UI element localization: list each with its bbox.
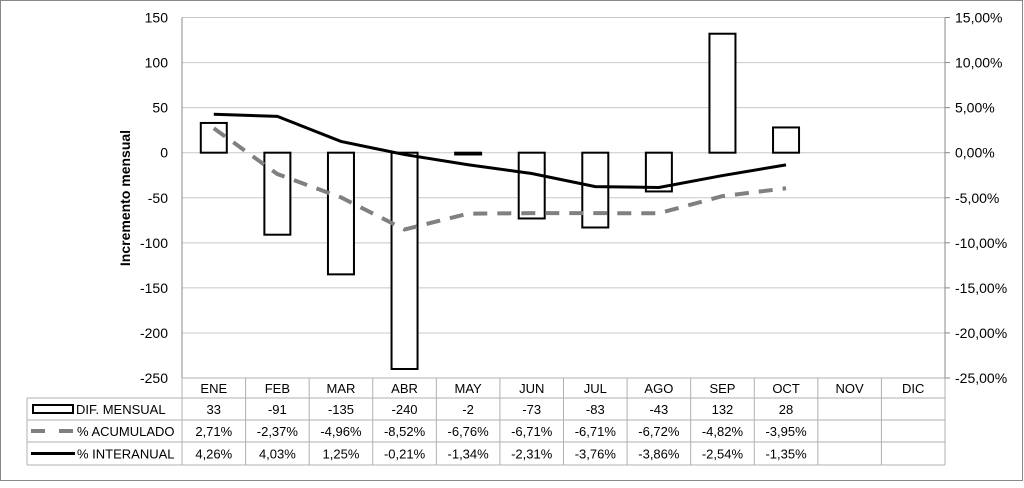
table-cell: -8,52% — [384, 424, 426, 439]
x-tick-label: JUN — [519, 381, 544, 396]
table-cell: -2 — [462, 402, 474, 417]
y2-tick-label: 10,00% — [955, 55, 1002, 71]
table-cell: -6,76% — [448, 424, 490, 439]
y-tick-label: 0 — [160, 145, 168, 161]
y2-tick-label: -20,00% — [955, 325, 1007, 341]
table-cell: 132 — [712, 402, 734, 417]
y-tick-label: -100 — [140, 235, 168, 251]
table-cell: -73 — [522, 402, 541, 417]
y2-tick-label: -10,00% — [955, 235, 1007, 251]
table-cell: -6,71% — [511, 424, 553, 439]
legend-label: DIF. MENSUAL — [76, 402, 166, 417]
table-cell: -2,31% — [511, 447, 553, 462]
table-cell: -4,82% — [702, 424, 744, 439]
bar-ene — [199, 121, 228, 154]
table-cell: -2,37% — [257, 424, 299, 439]
x-tick-label: FEB — [265, 381, 290, 396]
table-cell: 4,03% — [259, 447, 296, 462]
y-tick-label: -150 — [140, 280, 168, 296]
x-tick-label: OCT — [772, 381, 800, 396]
table-cell: -3,86% — [638, 447, 680, 462]
table-cell: -2,54% — [702, 447, 744, 462]
legend-key-bar — [32, 404, 74, 414]
y2-tick-label: -15,00% — [955, 280, 1007, 296]
table-cell: -91 — [268, 402, 287, 417]
table-cell: -0,21% — [384, 447, 426, 462]
table-cell: -4,96% — [320, 424, 362, 439]
x-tick-label: MAY — [455, 381, 483, 396]
table-cell: 1,25% — [323, 447, 360, 462]
bar-oct — [772, 126, 801, 154]
x-tick-label: ABR — [391, 381, 418, 396]
y-tick-label: -50 — [148, 190, 168, 206]
bar-feb — [263, 151, 292, 236]
x-tick-label: NOV — [836, 381, 865, 396]
bar-mar — [326, 151, 355, 276]
table-cell: -6,71% — [575, 424, 617, 439]
table-cell: 2,71% — [195, 424, 232, 439]
y-tick-label: -250 — [140, 370, 168, 386]
bar-abr — [390, 151, 419, 370]
x-tick-label: DIC — [902, 381, 924, 396]
x-tick-label: JUL — [584, 381, 607, 396]
line-interanual — [213, 112, 787, 189]
y-axis-label: Incremento mensual — [117, 130, 133, 266]
table-cell: -1,34% — [448, 447, 490, 462]
bar-jun — [517, 151, 546, 220]
table-cell: -6,72% — [638, 424, 680, 439]
x-tick-label: SEP — [709, 381, 735, 396]
table-cell: -240 — [392, 402, 418, 417]
table-cell: -3,76% — [575, 447, 617, 462]
table-cell: -3,95% — [765, 424, 807, 439]
y-tick-label: 50 — [152, 100, 168, 116]
legend-label: % ACUMULADO — [77, 424, 175, 439]
y2-tick-label: 5,00% — [955, 100, 995, 116]
x-tick-label: MAR — [327, 381, 356, 396]
table-cell: -1,35% — [765, 447, 807, 462]
line-acumulado — [212, 126, 787, 232]
y-tick-label: -200 — [140, 325, 168, 341]
x-tick-label: AGO — [644, 381, 673, 396]
x-tick-label: ENE — [200, 381, 227, 396]
y2-tick-label: 15,00% — [955, 10, 1002, 26]
table-cell: 28 — [779, 402, 793, 417]
y-tick-label: 100 — [145, 55, 169, 71]
table-cell: -83 — [586, 402, 605, 417]
table-cell: -43 — [649, 402, 668, 417]
y2-tick-label: 0,00% — [955, 145, 995, 161]
y2-tick-label: -5,00% — [955, 190, 999, 206]
y2-tick-label: -25,00% — [955, 370, 1007, 386]
legend-label: % INTERANUAL — [77, 447, 175, 462]
table-cell: 33 — [207, 402, 221, 417]
bar-jul — [581, 151, 610, 229]
table-cell: 4,26% — [195, 447, 232, 462]
bar-sep — [708, 32, 737, 154]
bar-may — [454, 151, 483, 156]
table-cell: -135 — [328, 402, 354, 417]
y-tick-label: 150 — [145, 10, 169, 26]
